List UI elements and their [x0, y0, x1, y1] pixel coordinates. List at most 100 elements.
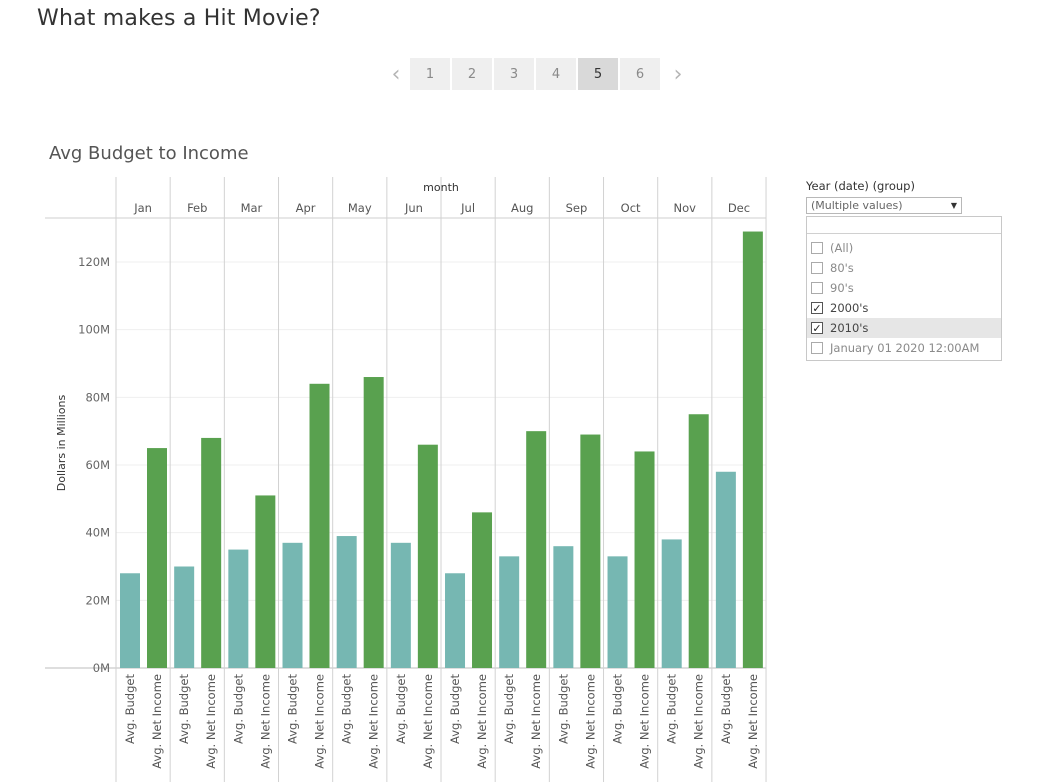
bar-avg-budget — [715, 471, 736, 668]
filter-item[interactable]: (All) — [807, 238, 1001, 258]
year-filter: Year (date) (group) (Multiple values) ▼ … — [806, 179, 1002, 361]
filter-item-label: January 01 2020 12:00AM — [830, 341, 980, 355]
y-tick-label: 80M — [85, 390, 110, 404]
page-button-2[interactable]: 2 — [452, 58, 492, 90]
checkbox-icon[interactable] — [811, 242, 823, 254]
x-series-label: Avg. Budget — [123, 674, 137, 744]
checkbox-checked-icon[interactable]: ✓ — [811, 321, 823, 335]
bar-avg-net-income — [363, 377, 384, 668]
y-tick-label: 60M — [85, 458, 110, 472]
x-series-label: Avg. Net Income — [475, 674, 489, 769]
x-series-label: Avg. Budget — [556, 674, 570, 744]
page-button-5[interactable]: 5 — [578, 58, 618, 90]
filter-item-label: 2010's — [830, 321, 869, 335]
bar-avg-net-income — [634, 451, 655, 668]
x-series-label: Avg. Net Income — [746, 674, 760, 769]
filter-dropdown-value: (Multiple values) — [811, 199, 903, 212]
x-series-label: Avg. Budget — [448, 674, 462, 744]
month-label: Oct — [621, 201, 641, 215]
x-series-label: Avg. Budget — [502, 674, 516, 744]
y-tick-label: 100M — [78, 323, 110, 337]
month-label: May — [348, 201, 372, 215]
page-button-1[interactable]: 1 — [410, 58, 450, 90]
checkbox-icon[interactable] — [811, 342, 823, 354]
x-series-label: Avg. Budget — [611, 674, 625, 744]
x-series-label: Avg. Budget — [231, 674, 245, 744]
bar-avg-budget — [174, 566, 195, 668]
month-label: Sep — [566, 201, 588, 215]
bar-avg-budget — [445, 573, 466, 668]
x-series-label: Avg. Budget — [394, 674, 408, 744]
filter-list: (All) 80's 90's ✓ 2000's ✓ 2010's January 01 20… — [806, 216, 1002, 361]
bar-avg-budget — [553, 546, 574, 668]
chevron-left-icon[interactable]: ‹ — [391, 61, 401, 87]
bar-avg-budget — [607, 556, 628, 668]
bar-avg-budget — [228, 549, 249, 668]
x-series-label: Avg. Budget — [719, 674, 733, 744]
month-label: Dec — [728, 201, 750, 215]
filter-item[interactable]: 80's — [807, 258, 1001, 278]
x-series-label: Avg. Net Income — [313, 674, 327, 769]
column-header-label: month — [423, 181, 459, 194]
y-axis-label: Dollars in Millions — [55, 394, 68, 491]
x-series-label: Avg. Net Income — [367, 674, 381, 769]
x-series-label: Avg. Net Income — [204, 674, 218, 769]
month-label: Jan — [133, 201, 152, 215]
bar-avg-budget — [499, 556, 520, 668]
chart-title: Avg Budget to Income — [49, 143, 249, 164]
bar-avg-net-income — [309, 383, 330, 668]
x-series-label: Avg. Net Income — [692, 674, 706, 769]
x-series-label: Avg. Net Income — [583, 674, 597, 769]
y-tick-label: 120M — [78, 255, 110, 269]
x-series-label: Avg. Budget — [340, 674, 354, 744]
filter-item[interactable]: ✓ 2010's — [807, 318, 1001, 338]
page-button-3[interactable]: 3 — [494, 58, 534, 90]
filter-item-label: 80's — [830, 261, 854, 275]
filter-items: (All) 80's 90's ✓ 2000's ✓ 2010's January 01 20… — [807, 234, 1001, 360]
month-label: Mar — [241, 201, 263, 215]
month-label: Jun — [404, 201, 423, 215]
bar-avg-net-income — [526, 431, 547, 668]
bar-avg-budget — [661, 539, 682, 668]
x-series-label: Avg. Budget — [665, 674, 679, 744]
story-title: What makes a Hit Movie? — [37, 6, 321, 31]
bar-avg-budget — [120, 573, 140, 668]
filter-title: Year (date) (group) — [806, 179, 915, 193]
bar-avg-net-income — [472, 512, 493, 668]
chevron-right-icon[interactable]: › — [673, 61, 683, 87]
filter-item[interactable]: 90's — [807, 278, 1001, 298]
x-series-label: Avg. Net Income — [421, 674, 435, 769]
x-series-label: Avg. Net Income — [150, 674, 164, 769]
x-series-label: Avg. Budget — [286, 674, 300, 744]
y-tick-label: 40M — [85, 526, 110, 540]
month-label: Apr — [296, 201, 316, 215]
y-tick-label: 0M — [93, 661, 110, 675]
filter-item-label: 2000's — [830, 301, 869, 315]
filter-item-label: (All) — [830, 241, 854, 255]
month-label: Nov — [674, 201, 697, 215]
x-series-label: Avg. Budget — [177, 674, 191, 744]
y-tick-label: 20M — [85, 593, 110, 607]
month-label: Aug — [511, 201, 533, 215]
filter-item[interactable]: ✓ 2000's — [807, 298, 1001, 318]
checkbox-icon[interactable] — [811, 262, 823, 274]
month-label: Feb — [187, 201, 207, 215]
bar-avg-net-income — [201, 437, 222, 668]
page-button-6[interactable]: 6 — [620, 58, 660, 90]
filter-dropdown[interactable]: (Multiple values) ▼ — [806, 197, 962, 214]
x-series-label: Avg. Net Income — [258, 674, 272, 769]
bar-avg-net-income — [742, 231, 763, 669]
checkbox-checked-icon[interactable]: ✓ — [811, 301, 823, 315]
page-button-4[interactable]: 4 — [536, 58, 576, 90]
bar-avg-budget — [336, 536, 357, 668]
story-pager: ‹ 1 2 3 4 5 6 › — [384, 58, 690, 90]
filter-item[interactable]: January 01 2020 12:00AM — [807, 338, 1001, 358]
bar-avg-net-income — [688, 414, 709, 668]
bar-avg-net-income — [255, 495, 276, 668]
caret-down-icon: ▼ — [950, 201, 957, 210]
filter-search-input[interactable] — [807, 217, 1001, 234]
x-series-label: Avg. Net Income — [529, 674, 543, 769]
checkbox-icon[interactable] — [811, 282, 823, 294]
x-series-label: Avg. Net Income — [638, 674, 652, 769]
